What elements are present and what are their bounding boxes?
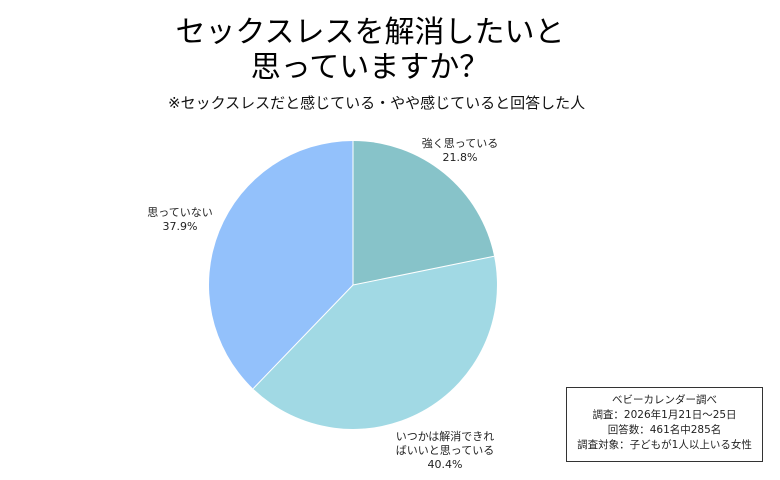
label-strongly-name: 強く思っている: [421, 137, 499, 150]
pie-slice-someday: [253, 256, 497, 429]
label-someday-name-line2: ばいいと思っている: [395, 444, 495, 457]
label-someday-value: 40.4%: [427, 458, 463, 471]
label-someday: いつかは解消できれ ばいいと思っている 40.4%: [390, 430, 500, 472]
pie-slice-not: [209, 141, 353, 389]
source-line: ベビーカレンダー調べ: [612, 394, 717, 406]
chart-subtitle: ※セックスレスだと感じている・やや感じていると回答した人: [168, 94, 586, 112]
slice-separators: [252, 141, 495, 390]
label-not-name: 思っていない: [147, 206, 213, 219]
label-not: 思っていない 37.9%: [140, 206, 220, 234]
survey-target: 調査対象：子どもが1人以上いる女性: [577, 439, 752, 451]
label-strongly-value: 21.8%: [442, 151, 478, 164]
pie-slice-strongly: [353, 141, 495, 285]
label-strongly: 強く思っている 21.8%: [412, 137, 508, 165]
source-note-box: ベビーカレンダー調べ 調査：2026年1月21日～25日 回答数：461名中28…: [566, 387, 763, 462]
chart-title-line2: 思っていますか？: [250, 50, 490, 85]
label-not-value: 37.9%: [162, 220, 198, 233]
chart-title-line1: セックスレスを解消したいと: [175, 15, 565, 50]
survey-date: 調査：2026年1月21日～25日: [592, 409, 737, 421]
label-someday-name-line1: いつかは解消できれ: [395, 430, 495, 443]
response-count: 回答数：461名中285名: [607, 424, 722, 436]
